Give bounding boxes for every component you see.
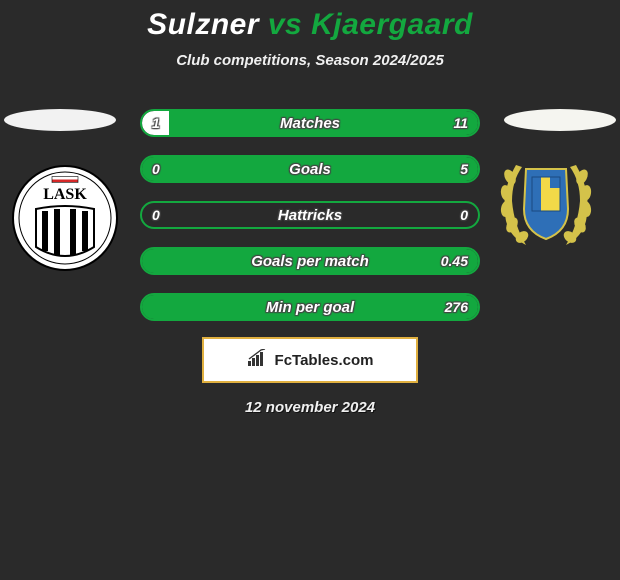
stat-value-left: 0 bbox=[152, 161, 160, 177]
stat-label: Min per goal bbox=[266, 299, 354, 316]
comparison-infographic: Sulzner vs Kjaergaard Club competitions,… bbox=[0, 0, 620, 416]
stat-bar: Matches111 bbox=[140, 109, 480, 137]
stat-bar: Min per goal 276 bbox=[140, 293, 480, 321]
stat-bar: Goals 0 5 bbox=[140, 155, 480, 183]
source-attribution-box: FcTables.com bbox=[202, 337, 418, 383]
stat-value-left: 1 bbox=[152, 115, 160, 131]
stat-label: Matches bbox=[280, 115, 340, 132]
stat-value-right: 0.45 bbox=[441, 253, 468, 269]
right-side-column bbox=[500, 109, 620, 131]
stat-label: Hattricks bbox=[278, 207, 342, 224]
player2-photo-placeholder bbox=[504, 109, 616, 131]
player1-club-badge: LASK bbox=[12, 165, 118, 271]
main-row: LASK Matches111Goals05Hattricks00Goals p… bbox=[0, 109, 620, 321]
player2-club-badge bbox=[496, 153, 602, 259]
left-side-column: LASK bbox=[0, 109, 120, 131]
player1-photo-placeholder bbox=[4, 109, 116, 131]
stat-label: Goals per match bbox=[251, 253, 369, 270]
title-player1: Sulzner bbox=[147, 8, 259, 41]
page-title: Sulzner vs Kjaergaard bbox=[0, 8, 620, 42]
stat-value-right: 11 bbox=[453, 115, 468, 131]
stat-value-right: 5 bbox=[460, 161, 468, 177]
stat-bar: Goals per match 0.45 bbox=[140, 247, 480, 275]
shield-wreath-badge-icon bbox=[496, 153, 596, 253]
title-vs: vs bbox=[268, 8, 302, 41]
stat-value-left: 0 bbox=[152, 207, 160, 223]
lask-badge-icon: LASK bbox=[12, 165, 118, 271]
source-site-name: FcTables.com bbox=[275, 352, 374, 369]
date-label: 12 november 2024 bbox=[0, 399, 620, 416]
stat-value-right: 276 bbox=[445, 299, 468, 315]
stat-bar: Hattricks 0 0 bbox=[140, 201, 480, 229]
stats-column: Matches111Goals05Hattricks00Goals per ma… bbox=[120, 109, 500, 321]
title-player2: Kjaergaard bbox=[311, 8, 473, 41]
stat-label: Goals bbox=[289, 161, 331, 178]
svg-text:LASK: LASK bbox=[43, 186, 87, 203]
subtitle: Club competitions, Season 2024/2025 bbox=[0, 52, 620, 69]
bar-chart-icon bbox=[247, 349, 269, 372]
stat-value-right: 0 bbox=[460, 207, 468, 223]
